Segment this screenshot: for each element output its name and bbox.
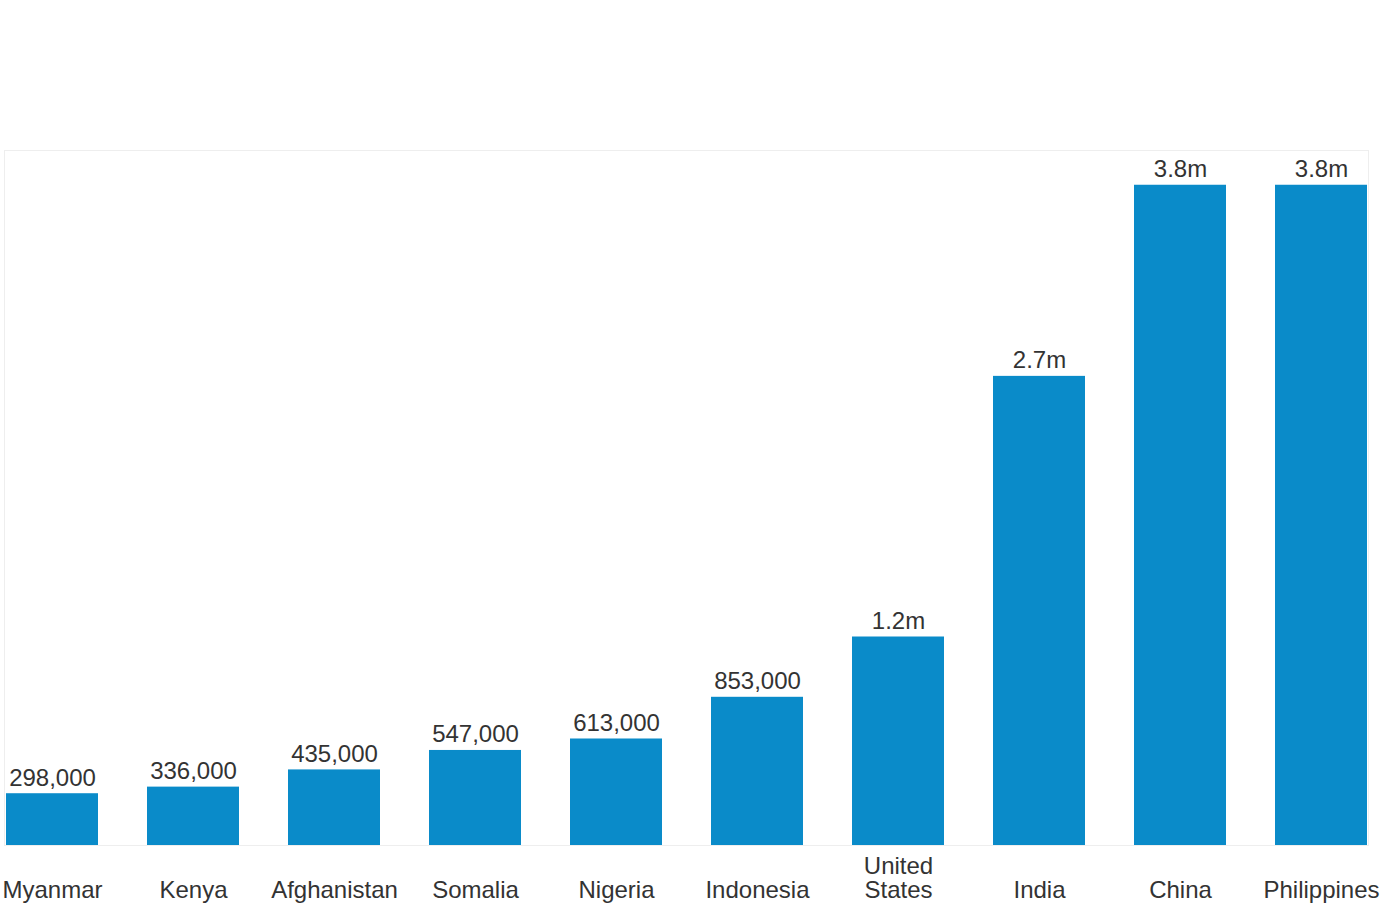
svg-text:336,000: 336,000 [150, 757, 237, 784]
svg-text:298,000: 298,000 [9, 764, 96, 791]
svg-text:435,000: 435,000 [291, 740, 378, 767]
svg-text:Somalia: Somalia [432, 876, 519, 903]
svg-text:India: India [1013, 876, 1066, 903]
svg-text:China: China [1149, 876, 1212, 903]
html-text:NEW DISPLACEMENTS (DISASTERS): NEW DISPLACEMENTS (DISASTERS) [1156, 17, 1368, 115]
svg-text:2.7m: 2.7m [1013, 346, 1066, 373]
svg-text:613,000: 613,000 [573, 709, 660, 736]
svg-text:UnitedStates: UnitedStates [864, 852, 933, 903]
svg-text:Kenya: Kenya [159, 876, 228, 903]
svg-text:547,000: 547,000 [432, 720, 519, 747]
svg-text:3.8m: 3.8m [1154, 155, 1207, 182]
svg-text:3.8m: 3.8m [1295, 155, 1348, 182]
svg-text:Indonesia: Indonesia [705, 876, 810, 903]
svg-text:Nigeria: Nigeria [578, 876, 655, 903]
svg-text:Philippines: Philippines [1263, 876, 1379, 903]
svg-text:1.2m: 1.2m [872, 607, 925, 634]
svg-text:Myanmar: Myanmar [2, 876, 102, 903]
svg-text:Afghanistan: Afghanistan [271, 876, 398, 903]
svg-text:853,000: 853,000 [714, 667, 801, 694]
